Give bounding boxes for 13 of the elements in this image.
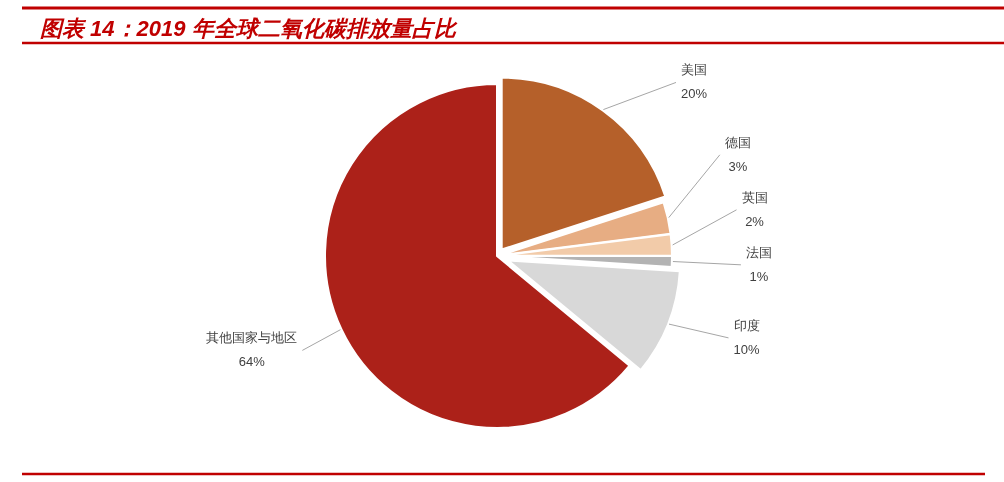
- slice-label: 法国: [745, 244, 772, 260]
- title: 图表 14：2019 年全球二氧化碳排放量占比: [40, 16, 456, 41]
- data-label: 64%: [238, 354, 266, 370]
- data-label: 2%: [745, 213, 765, 229]
- slice-label: 其他国家与地区: [206, 330, 298, 346]
- data-label: 10%: [733, 341, 760, 357]
- slice-label: 德国: [724, 134, 751, 150]
- data-label: 20%: [680, 86, 708, 102]
- slice-label: 印度: [733, 317, 760, 333]
- slice-label: 美国: [681, 62, 707, 78]
- data-label: 3%: [728, 158, 748, 174]
- data-label: 1%: [749, 268, 769, 284]
- slice-label: 英国: [741, 189, 768, 205]
